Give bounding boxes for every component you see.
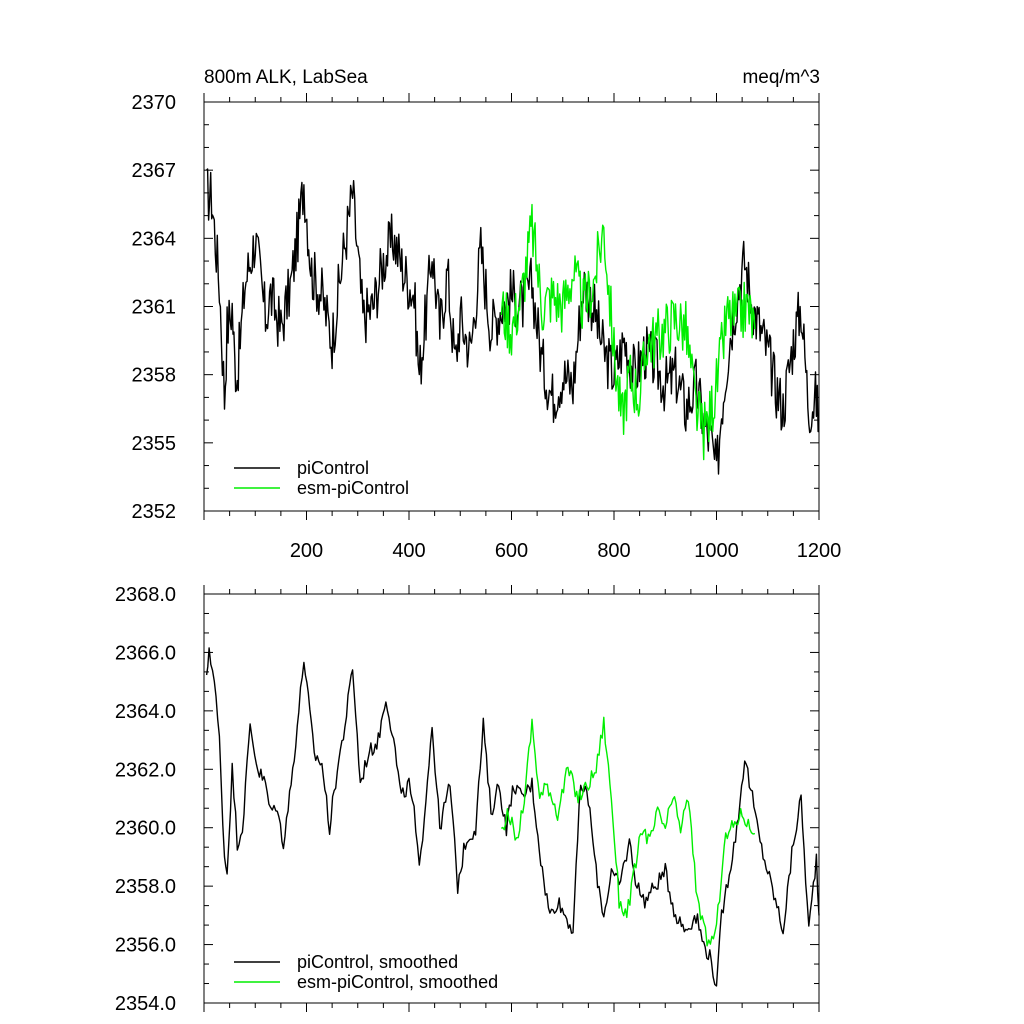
top-xtick-label: 400 bbox=[392, 540, 425, 562]
top-xtick-label: 200 bbox=[290, 540, 323, 562]
top-ytick-label: 2358 bbox=[132, 365, 177, 387]
top-xtick-label: 1000 bbox=[694, 540, 739, 562]
bottom-ytick-label: 2368.0 bbox=[115, 584, 176, 606]
top-xtick-label: 600 bbox=[495, 540, 528, 562]
bottom-ytick-label: 2356.0 bbox=[115, 935, 176, 957]
bottom-ytick-label: 2358.0 bbox=[115, 876, 176, 898]
top-xtick-label: 1200 bbox=[797, 540, 842, 562]
top-ytick-label: 2364 bbox=[132, 228, 177, 250]
bottom-ytick-label: 2366.0 bbox=[115, 642, 176, 664]
bottom-panel: 2354.0 2356.0 2358.0 2360.0 2362.0 2364.0 2366… bbox=[115, 584, 820, 1015]
top-chart-title: 800m ALK, LabSea bbox=[204, 67, 368, 88]
bottom-ytick-label: 2362.0 bbox=[115, 759, 176, 781]
top-ytick-label: 2355 bbox=[132, 433, 177, 455]
bottom-legend-label: esm-piControl, smoothed bbox=[297, 972, 498, 992]
top-xtick-label: 800 bbox=[597, 540, 630, 562]
top-series-line-picontrol bbox=[206, 168, 819, 475]
top-legend-label: piControl bbox=[297, 458, 369, 478]
top-series-line-esm-picontrol bbox=[500, 203, 756, 461]
bottom-series-line-esm-picontrol bbox=[500, 716, 756, 947]
top-ytick-label: 2352 bbox=[132, 501, 177, 523]
top-ytick-label: 2370 bbox=[132, 92, 177, 114]
bottom-series-line-picontrol bbox=[205, 647, 820, 987]
top-ytick-label: 2367 bbox=[132, 160, 177, 182]
bottom-ytick-label: 2360.0 bbox=[115, 818, 176, 840]
top-legend-label: esm-piControl bbox=[297, 478, 409, 498]
bottom-ytick-label: 2364.0 bbox=[115, 701, 176, 723]
top-panel: 800m ALK, LabSea meq/m^3 200 400 600 800 100… bbox=[132, 67, 842, 562]
bottom-legend-label: piControl, smoothed bbox=[297, 952, 458, 972]
top-ytick-label: 2361 bbox=[132, 297, 177, 319]
top-chart-units: meq/m^3 bbox=[742, 67, 820, 88]
bottom-ytick-label: 2354.0 bbox=[115, 993, 176, 1015]
